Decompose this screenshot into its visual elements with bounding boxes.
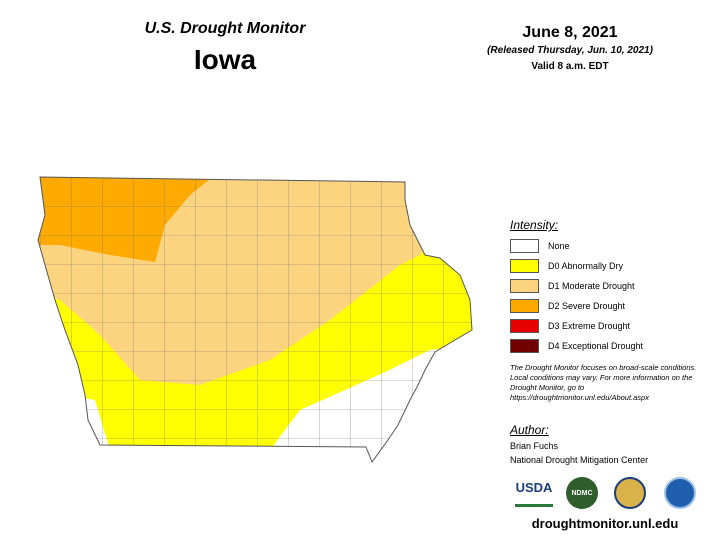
legend-item: None (510, 236, 643, 256)
legend-label: None (548, 241, 570, 251)
legend-item: D4 Exceptional Drought (510, 336, 643, 356)
legend-label: D3 Extreme Drought (548, 321, 631, 331)
legend-label: D4 Exceptional Drought (548, 341, 644, 351)
legend-item: D3 Extreme Drought (510, 316, 643, 336)
usda-logo: USDA (515, 480, 553, 507)
legend-swatch (510, 239, 539, 253)
released: (Released Thursday, Jun. 10, 2021) (487, 45, 653, 56)
legend-swatch (510, 259, 539, 273)
legend-swatch (510, 279, 539, 293)
legend-swatch (510, 299, 539, 313)
legend-item: D1 Moderate Drought (510, 276, 643, 296)
legend-title: Intensity: (510, 218, 559, 232)
title: U.S. Drought Monitor (144, 20, 306, 37)
legend-label: D1 Moderate Drought (548, 281, 635, 291)
state-outline (37, 176, 473, 464)
valid: Valid 8 a.m. EDT (531, 61, 609, 72)
site-url: droughtmonitor.unl.edu (531, 516, 679, 531)
noaa-logo (664, 477, 696, 509)
legend-item: D0 Abnormally Dry (510, 256, 643, 276)
doc-logo (614, 477, 646, 509)
county-lines (38, 177, 472, 462)
legend: None D0 Abnormally Dry D1 Moderate Drought… (510, 236, 643, 356)
legend-swatch (510, 319, 539, 333)
legend-item: D2 Severe Drought (510, 296, 643, 316)
note: The Drought Monitor focuses on broad-sca… (510, 363, 697, 402)
ndmc-logo: NDMC (566, 477, 598, 509)
author-name: Brian Fuchs (510, 441, 559, 451)
map (37, 176, 473, 464)
state-name: Iowa (193, 44, 257, 75)
legend-swatch (510, 339, 539, 353)
author-heading: Author: (510, 423, 549, 437)
legend-label: D2 Severe Drought (548, 301, 626, 311)
date: June 8, 2021 (522, 24, 618, 41)
author-org: National Drought Mitigation Center (510, 455, 649, 465)
legend-label: D0 Abnormally Dry (548, 261, 624, 271)
